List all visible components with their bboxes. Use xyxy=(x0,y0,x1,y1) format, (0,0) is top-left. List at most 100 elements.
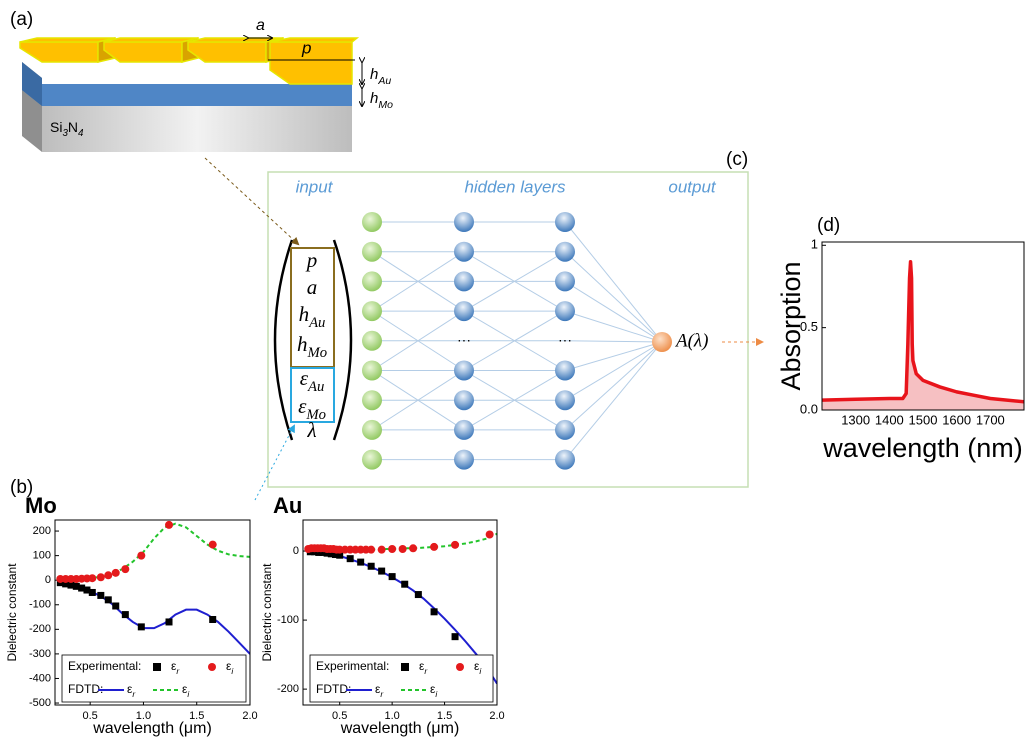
text-part: h xyxy=(370,90,378,107)
text-part: h xyxy=(299,302,310,326)
marker xyxy=(415,591,422,598)
output-title: output xyxy=(668,177,717,196)
x-tick-label: 1300 xyxy=(841,412,870,427)
marker xyxy=(486,530,494,538)
subscript: Mo xyxy=(306,345,327,361)
edge xyxy=(565,342,662,460)
subscript: Au xyxy=(307,379,324,395)
y-axis-label: Dielectric constant xyxy=(5,563,19,662)
panel-label: (d) xyxy=(817,215,840,236)
figure: (a) (b) (c) (d) a p hAu hMo Si3N4 input … xyxy=(0,0,1027,743)
input-node xyxy=(362,361,382,381)
subscript: Au xyxy=(377,75,391,87)
input-param: εAu xyxy=(300,366,325,396)
marker xyxy=(112,569,120,577)
mo-thickness-label: hMo xyxy=(370,90,393,111)
legend-symbol xyxy=(456,663,464,671)
y-tick-label: 1 xyxy=(811,237,818,252)
marker xyxy=(357,559,364,566)
input-node xyxy=(362,212,382,232)
left-bracket xyxy=(275,240,292,440)
ellipsis: ··· xyxy=(558,332,572,348)
hidden-title: hidden layers xyxy=(464,177,566,196)
marker xyxy=(451,541,459,549)
legend-group: Experimental: xyxy=(316,659,389,673)
x-tick-label: 1700 xyxy=(976,412,1005,427)
marker xyxy=(367,546,375,554)
hidden-node xyxy=(555,212,575,232)
hidden-node xyxy=(555,450,575,470)
marker xyxy=(209,541,217,549)
y-tick-label: 0 xyxy=(293,545,299,557)
marker xyxy=(347,555,354,562)
marker xyxy=(378,568,385,575)
chart-title: Au xyxy=(273,493,302,518)
link-arrow xyxy=(205,158,298,244)
input-node xyxy=(362,242,382,262)
marker xyxy=(105,596,112,603)
marker xyxy=(97,592,104,599)
marker xyxy=(452,633,459,640)
input-node xyxy=(362,331,382,351)
input-param: p xyxy=(305,248,318,272)
marker xyxy=(165,521,173,529)
y-tick-label: -200 xyxy=(29,623,51,635)
edge xyxy=(565,311,662,342)
hidden-node xyxy=(454,212,474,232)
y-tick-label: -100 xyxy=(29,599,51,611)
text-part: Si xyxy=(50,119,62,135)
hidden-node xyxy=(555,361,575,381)
chart-title: Mo xyxy=(25,493,57,518)
edge xyxy=(565,342,662,400)
marker xyxy=(388,545,396,553)
marker xyxy=(88,574,96,582)
marker xyxy=(89,589,96,596)
hidden-node xyxy=(555,390,575,410)
subscript: Au xyxy=(308,315,325,331)
y-tick-label: -100 xyxy=(277,614,299,626)
legend-group: Experimental: xyxy=(68,659,141,673)
hidden-node xyxy=(454,301,474,321)
subscript: Mo xyxy=(378,99,393,111)
hidden-node xyxy=(454,420,474,440)
output-label: A(λ) xyxy=(674,330,709,351)
marker xyxy=(97,573,105,581)
panel-label: (a) xyxy=(10,9,33,30)
marker xyxy=(368,563,375,570)
marker xyxy=(389,573,396,580)
chart: 0.51.01.52.0-200-1000wavelength (μm)Diel… xyxy=(260,493,504,737)
edge xyxy=(565,342,662,371)
input-param: hAu xyxy=(299,302,326,332)
y-tick-label: -400 xyxy=(29,672,51,684)
edge xyxy=(565,341,662,342)
marker xyxy=(399,545,407,553)
y-tick-label: 100 xyxy=(33,550,51,562)
y-tick-label: 0.0 xyxy=(800,401,818,416)
legend-symbol xyxy=(208,663,216,671)
marker xyxy=(430,543,438,551)
text-part: a xyxy=(307,275,318,299)
y-tick-label: -200 xyxy=(277,683,299,695)
input-node xyxy=(362,301,382,321)
period-label: p xyxy=(301,38,311,57)
y-tick-label: 200 xyxy=(33,525,51,537)
edge xyxy=(565,342,662,430)
ellipsis: ··· xyxy=(457,332,471,348)
edge xyxy=(565,222,662,342)
area xyxy=(822,262,1024,410)
marker xyxy=(138,623,145,630)
text-part: λ xyxy=(306,418,316,442)
network-edges xyxy=(372,222,662,460)
x-tick-label: 2.0 xyxy=(489,710,504,722)
panel-label: (c) xyxy=(726,149,748,170)
marker xyxy=(209,616,216,623)
hidden-node xyxy=(454,242,474,262)
marker xyxy=(409,544,417,552)
x-axis-label: wavelength (nm) xyxy=(822,433,1023,463)
text-part: h xyxy=(370,66,378,83)
legend-symbol xyxy=(153,663,161,671)
input-node xyxy=(362,420,382,440)
input-param: λ xyxy=(306,418,316,442)
hidden-node xyxy=(555,301,575,321)
